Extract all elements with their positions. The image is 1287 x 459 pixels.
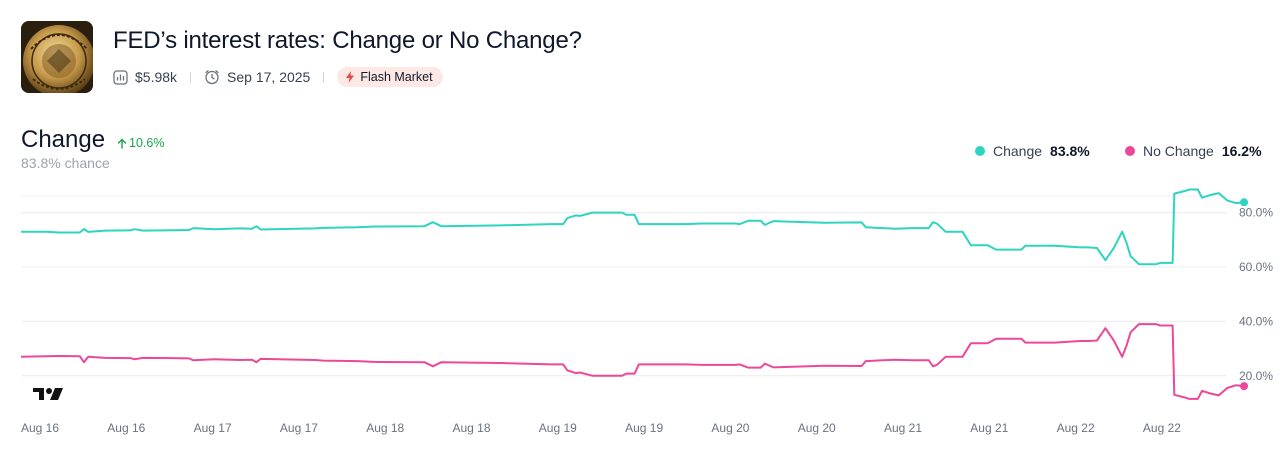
badge-label: Flash Market (360, 70, 433, 84)
meta-divider (323, 71, 325, 83)
x-tick-label: Aug 17 (194, 421, 232, 435)
x-tick-label: Aug 21 (884, 421, 922, 435)
delta-value: 10.6% (129, 136, 165, 150)
federal-reserve-seal-icon (21, 21, 93, 93)
legend-label-no-change: No Change (1143, 143, 1214, 159)
end-date-stat: Sep 17, 2025 (204, 69, 310, 85)
x-tick-label: Aug 20 (711, 421, 749, 435)
series-endpoint-change (1240, 198, 1249, 207)
clock-icon (205, 70, 219, 85)
market-title: FED’s interest rates: Change or No Chang… (113, 27, 582, 54)
market-logo (21, 21, 93, 93)
y-tick-label: 80.0% (1239, 206, 1273, 220)
x-tick-label: Aug 22 (1143, 421, 1181, 435)
end-date-value: Sep 17, 2025 (227, 69, 311, 85)
series-endpoint-no-change (1240, 382, 1249, 391)
meta-divider (190, 71, 192, 83)
legend-dot-change (975, 146, 985, 156)
series-line-no-change[interactable] (20, 323, 1245, 400)
series-line-change[interactable] (21, 188, 1245, 266)
selected-outcome-name: Change (21, 126, 106, 153)
legend-dot-no-change (1125, 146, 1135, 156)
x-tick-label: Aug 21 (970, 421, 1008, 435)
lightning-icon (346, 71, 355, 83)
bar-chart-icon (113, 69, 128, 85)
arrow-up-icon (117, 138, 127, 149)
x-tick-label: Aug 16 (21, 421, 59, 435)
outcome-chance: 83.8% chance (21, 155, 110, 171)
x-tick-label: Aug 18 (366, 421, 404, 435)
x-tick-label: Aug 17 (280, 421, 318, 435)
chance-value: 83.8 (21, 155, 49, 171)
chance-suffix: % chance (48, 155, 110, 171)
volume-stat: $5.98k (113, 69, 177, 85)
x-tick-label: Aug 16 (107, 421, 145, 435)
volume-value: $5.98k (135, 69, 178, 85)
legend-item-change[interactable]: Change 83.8% (975, 142, 1090, 160)
outcome-delta: 10.6% (117, 136, 164, 150)
y-tick-label: 60.0% (1239, 260, 1273, 274)
x-tick-label: Aug 22 (1057, 421, 1095, 435)
flash-market-badge: Flash Market (337, 67, 443, 87)
x-tick-label: Aug 18 (453, 421, 491, 435)
legend-value-no-change: 16.2% (1221, 143, 1262, 159)
x-tick-label: Aug 19 (539, 421, 577, 435)
legend-item-no-change[interactable]: No Change 16.2% (1125, 142, 1262, 160)
market-meta: $5.98k Sep 17, 2025 Flash Market (113, 66, 443, 88)
tradingview-logo (33, 388, 63, 400)
x-tick-label: Aug 19 (625, 421, 663, 435)
legend-label-change: Change (993, 143, 1043, 159)
y-tick-label: 40.0% (1239, 314, 1273, 328)
x-tick-label: Aug 20 (798, 421, 836, 435)
legend-value-change: 83.8% (1050, 143, 1090, 159)
y-tick-label: 20.0% (1239, 369, 1273, 383)
